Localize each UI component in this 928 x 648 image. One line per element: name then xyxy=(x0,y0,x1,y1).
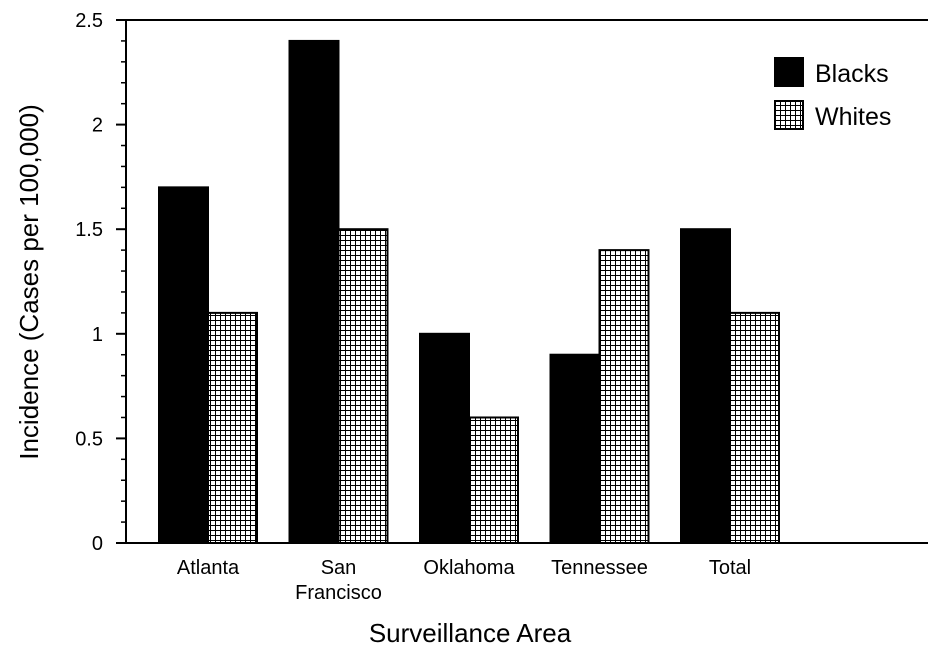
bar-blacks xyxy=(158,186,209,545)
legend-swatch-blacks xyxy=(774,57,804,87)
y-tick-label: 0.5 xyxy=(75,428,103,450)
legend: Blacks Whites xyxy=(774,57,891,131)
legend-label-whites: Whites xyxy=(815,103,891,131)
legend-swatch-whites xyxy=(774,100,804,130)
bar-blacks xyxy=(419,332,470,544)
x-tick-label: Total xyxy=(709,557,751,579)
bar-blacks xyxy=(680,228,731,544)
y-tick-label: 1.5 xyxy=(75,219,103,241)
legend-label-blacks: Blacks xyxy=(815,60,889,88)
bar-whites xyxy=(337,228,389,544)
y-axis-title: Incidence (Cases per 100,000) xyxy=(14,104,44,460)
bar-whites xyxy=(468,416,519,545)
y-tick-label: 0 xyxy=(92,533,103,555)
x-tick-label: San Francisco xyxy=(295,557,382,604)
x-tick-labels: Atlanta San Francisco Oklahoma Tennessee Tota… xyxy=(177,557,751,604)
y-tick-label: 2.5 xyxy=(75,10,103,32)
y-tick-labels: 0 0.5 1 1.5 2 2.5 xyxy=(75,10,103,555)
axes-layer xyxy=(116,19,928,544)
x-tick-label: Atlanta xyxy=(177,557,240,579)
bar-blacks xyxy=(288,39,340,544)
bars-layer xyxy=(158,39,780,545)
y-tick-label: 2 xyxy=(92,115,103,137)
x-tick-label: Tennessee xyxy=(551,557,648,579)
x-tick-label: Oklahoma xyxy=(423,557,515,579)
bar-whites xyxy=(598,249,650,544)
bar-blacks xyxy=(549,353,601,544)
bar-whites xyxy=(729,311,780,544)
y-tick-label: 1 xyxy=(92,324,103,346)
x-axis-title: Surveillance Area xyxy=(369,618,572,648)
bar-whites xyxy=(207,311,258,544)
